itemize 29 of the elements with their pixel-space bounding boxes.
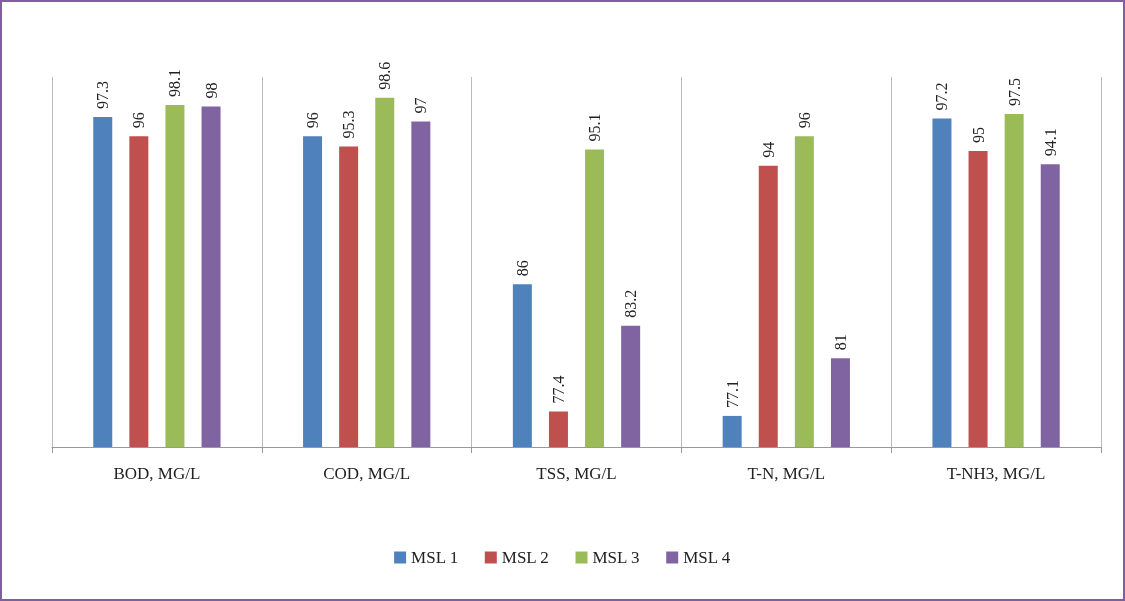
data-label: 83.2 xyxy=(622,289,640,318)
data-label: 77.1 xyxy=(723,379,741,408)
data-label: 95.1 xyxy=(586,113,604,142)
data-label: 95.3 xyxy=(340,110,358,139)
data-label: 98 xyxy=(202,82,220,99)
x-tick-label: COD, MG/L xyxy=(323,464,411,483)
data-label: 98.6 xyxy=(376,61,394,90)
data-label: 95 xyxy=(969,127,987,143)
data-label: 96 xyxy=(304,112,322,129)
x-tick-label: BOD, MG/L xyxy=(113,464,201,483)
x-tick-label: T-NH3, MG/L xyxy=(946,464,1046,483)
data-label: 77.4 xyxy=(549,375,567,404)
data-label: 97 xyxy=(412,97,430,114)
data-label: 97.5 xyxy=(1005,78,1023,106)
legend-label: MSL 3 xyxy=(592,548,640,567)
data-label: 94 xyxy=(759,141,777,158)
legend-label: MSL 4 xyxy=(683,548,731,567)
x-tick-label: T-N, MG/L xyxy=(747,464,826,483)
data-label: 97.3 xyxy=(94,80,112,109)
data-label: 94.1 xyxy=(1041,128,1059,157)
legend-label: MSL 1 xyxy=(411,548,459,567)
data-label: 96 xyxy=(130,112,148,129)
data-label: 98.1 xyxy=(166,69,184,98)
data-label: 96 xyxy=(795,112,813,129)
data-label: 97.2 xyxy=(933,82,951,111)
data-label: 81 xyxy=(831,334,849,351)
x-tick-label: TSS, MG/L xyxy=(536,464,617,483)
legend-label: MSL 2 xyxy=(501,548,549,567)
data-label: 86 xyxy=(513,260,531,277)
